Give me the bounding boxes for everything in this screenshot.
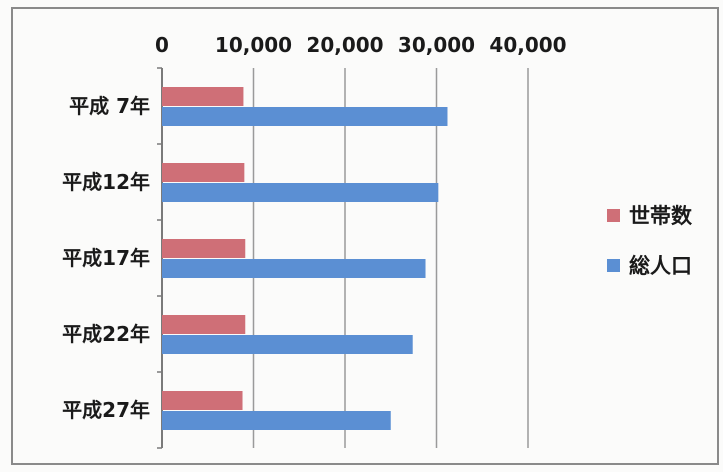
x-tick-labels: 0 10,000 20,000 30,000 40,000 <box>155 33 567 57</box>
bar-population-3 <box>162 335 413 354</box>
category-label: 平成22年 <box>62 322 150 346</box>
bar-households-2 <box>162 239 246 258</box>
legend-swatch <box>607 259 620 272</box>
x-tick-label: 40,000 <box>489 33 566 57</box>
bar-population-1 <box>162 183 439 202</box>
category-label: 平成 7年 <box>69 94 150 118</box>
legend-label: 世帯数 <box>629 204 693 228</box>
bar-households-1 <box>162 163 245 182</box>
bars <box>162 87 448 430</box>
bar-households-4 <box>162 391 243 410</box>
x-tick-label: 30,000 <box>398 33 475 57</box>
bar-population-0 <box>162 107 448 126</box>
x-tick-label: 20,000 <box>306 33 383 57</box>
legend-label: 総人口 <box>629 254 692 278</box>
category-label: 平成17年 <box>62 246 150 270</box>
legend-swatch <box>607 209 620 222</box>
category-label: 平成27年 <box>62 398 150 422</box>
x-tick-label: 10,000 <box>215 33 292 57</box>
bar-population-4 <box>162 411 391 430</box>
x-tick-label: 0 <box>155 33 169 57</box>
bar-households-3 <box>162 315 246 334</box>
category-label: 平成12年 <box>62 170 150 194</box>
bar-households-0 <box>162 87 244 106</box>
bar-population-2 <box>162 259 426 278</box>
chart-frame <box>11 7 719 465</box>
